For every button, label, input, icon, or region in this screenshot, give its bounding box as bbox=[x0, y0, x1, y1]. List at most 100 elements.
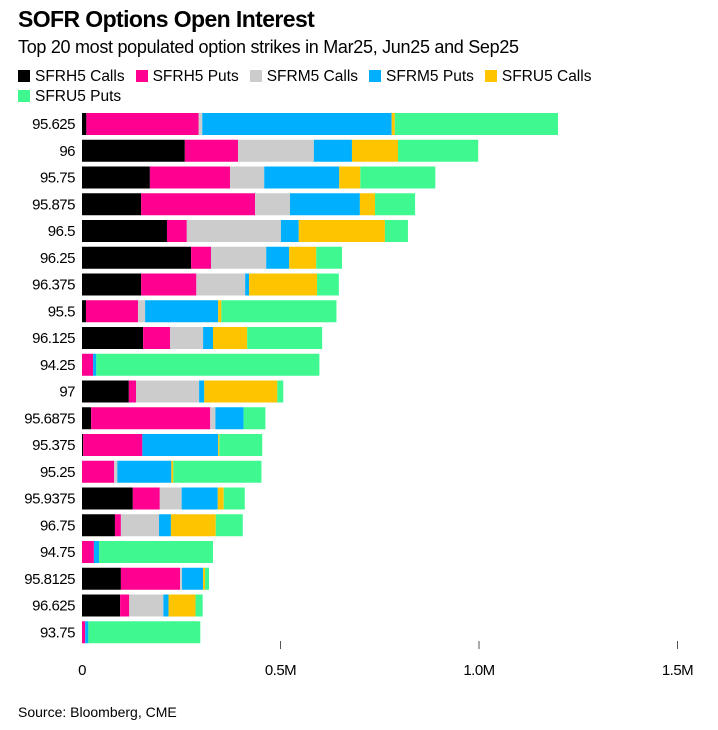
bar-segment bbox=[85, 621, 89, 644]
bar-segment bbox=[143, 327, 171, 349]
bar-segment bbox=[359, 193, 375, 216]
legend-item: SFRH5 Puts bbox=[135, 67, 239, 87]
bar-segment bbox=[182, 567, 204, 590]
bar-segment bbox=[82, 621, 86, 644]
y-tick-label: 96.25 bbox=[40, 250, 75, 267]
bar-segment bbox=[137, 300, 146, 323]
x-tick-label: 1.5M bbox=[662, 662, 693, 679]
y-tick-label: 95.75 bbox=[40, 170, 75, 187]
bar-segment bbox=[247, 327, 323, 349]
bar-segment bbox=[249, 273, 318, 296]
legend-item: SFRU5 Calls bbox=[484, 67, 592, 87]
y-tick-label: 95.875 bbox=[32, 196, 75, 213]
bar-segment bbox=[114, 460, 118, 483]
bar-segment bbox=[203, 567, 206, 590]
bar-segment bbox=[210, 407, 216, 430]
bar-segment bbox=[128, 380, 136, 403]
bar-segment bbox=[173, 460, 262, 483]
y-tick-label: 95.25 bbox=[40, 464, 75, 481]
bar-segment bbox=[82, 220, 167, 242]
bar-segment bbox=[198, 113, 203, 135]
bar-segment bbox=[149, 166, 231, 189]
bar-segment bbox=[223, 487, 245, 510]
legend-swatch bbox=[249, 70, 262, 82]
bar-segment bbox=[298, 220, 385, 242]
bar-segment bbox=[290, 193, 360, 216]
bar-segment bbox=[280, 220, 299, 242]
chart-title: SOFR Options Open Interest bbox=[18, 6, 315, 32]
bar-segment bbox=[196, 273, 246, 296]
bar-segment bbox=[384, 220, 408, 242]
bar-segment bbox=[141, 273, 197, 296]
y-tick-label: 96.5 bbox=[48, 223, 75, 240]
legend-label: SFRU5 Puts bbox=[35, 88, 122, 105]
bar-segment bbox=[82, 407, 92, 430]
bar-segment bbox=[82, 166, 150, 189]
legend: SFRH5 Calls SFRH5 Puts SFRM5 Calls SFRM5 Pu… bbox=[18, 67, 698, 107]
bar-segment bbox=[159, 487, 182, 510]
bar-segment bbox=[132, 487, 160, 510]
bar-segment bbox=[186, 220, 281, 242]
legend-item: SFRM5 Puts bbox=[369, 67, 474, 87]
bar-segment bbox=[82, 434, 84, 456]
bar-segment bbox=[120, 594, 130, 617]
bar-segment bbox=[204, 380, 278, 403]
bar-segment bbox=[88, 621, 201, 644]
bar-segment bbox=[82, 327, 144, 349]
y-tick-label: 93.75 bbox=[40, 624, 75, 641]
bar-segment bbox=[266, 246, 290, 269]
bar-segment bbox=[215, 514, 243, 537]
bar-segment bbox=[82, 353, 94, 376]
bar-segment bbox=[145, 300, 219, 323]
bar-segment bbox=[166, 220, 187, 242]
legend-swatch bbox=[369, 70, 382, 82]
bar-segment bbox=[398, 139, 479, 162]
bar-segment bbox=[215, 407, 244, 430]
bar-segment bbox=[360, 166, 436, 189]
bar-segment bbox=[351, 139, 399, 162]
legend-label: SFRM5 Puts bbox=[386, 68, 474, 85]
y-tick-label: 96.625 bbox=[32, 598, 75, 615]
bar-segment bbox=[316, 246, 343, 269]
bar-segment bbox=[163, 594, 169, 617]
bar-segment bbox=[202, 113, 392, 135]
y-tick-label: 95.6875 bbox=[24, 410, 75, 427]
bar-segment bbox=[99, 541, 214, 563]
bar-segment bbox=[114, 514, 121, 537]
y-tick-label: 96.375 bbox=[32, 277, 75, 294]
bar-segment bbox=[117, 460, 172, 483]
bar-segment bbox=[159, 514, 171, 537]
bar-segment bbox=[83, 434, 143, 456]
bar-segment bbox=[82, 300, 86, 323]
bar-segment bbox=[264, 166, 340, 189]
legend-label: SFRH5 Calls bbox=[35, 68, 125, 85]
bar-segment bbox=[82, 460, 115, 483]
bar-segment bbox=[317, 273, 339, 296]
bar-segment bbox=[219, 434, 263, 456]
legend-item: SFRU5 Puts bbox=[18, 87, 121, 107]
bar-segment bbox=[82, 273, 142, 296]
bar-segment bbox=[221, 300, 337, 323]
bar-segment bbox=[82, 567, 121, 590]
bar-segment bbox=[168, 594, 196, 617]
bar-segment bbox=[339, 166, 361, 189]
x-tick-label: 1.0M bbox=[463, 662, 494, 679]
bar-segment bbox=[313, 139, 352, 162]
legend-label: SFRM5 Calls bbox=[266, 68, 359, 85]
legend-swatch bbox=[135, 70, 148, 82]
legend-swatch bbox=[484, 70, 497, 82]
bar-segment bbox=[195, 594, 203, 617]
legend-label: SFRU5 Calls bbox=[501, 68, 592, 85]
y-tick-label: 94.25 bbox=[40, 357, 75, 374]
bar-segment bbox=[211, 246, 267, 269]
bar-segment bbox=[170, 514, 216, 537]
bar-segment bbox=[218, 300, 222, 323]
bar-segment bbox=[245, 273, 250, 296]
bar-segment bbox=[191, 246, 212, 269]
bar-segment bbox=[86, 113, 199, 135]
y-tick-label: 95.9375 bbox=[24, 491, 75, 508]
bar-segment bbox=[82, 246, 192, 269]
bar-segment bbox=[129, 594, 164, 617]
bar-segment bbox=[203, 327, 214, 349]
bar-segment bbox=[184, 139, 239, 162]
